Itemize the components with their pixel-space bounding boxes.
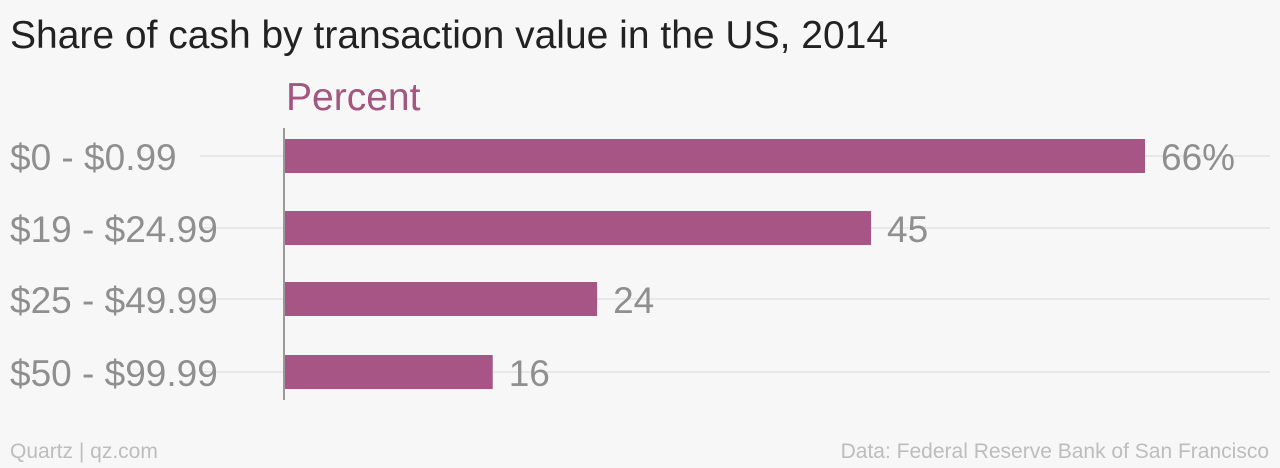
chart-title: Share of cash by transaction value in th…	[10, 14, 889, 57]
category-label: $0 - $0.99	[10, 137, 177, 178]
value-label: 45	[887, 209, 928, 250]
value-label: 66%	[1161, 137, 1235, 178]
bar	[284, 355, 493, 389]
bar	[284, 139, 1145, 173]
bar	[284, 211, 872, 245]
bar	[284, 282, 598, 316]
value-label: 24	[613, 280, 654, 321]
footer-source: Data: Federal Reserve Bank of San Franci…	[840, 440, 1269, 463]
category-label: $50 - $99.99	[10, 353, 218, 394]
category-label: $19 - $24.99	[10, 209, 218, 250]
category-label: $25 - $49.99	[10, 280, 218, 321]
value-label: 16	[509, 353, 550, 394]
footer-brand: Quartz | qz.com	[10, 440, 158, 463]
unit-label: Percent	[286, 76, 421, 119]
